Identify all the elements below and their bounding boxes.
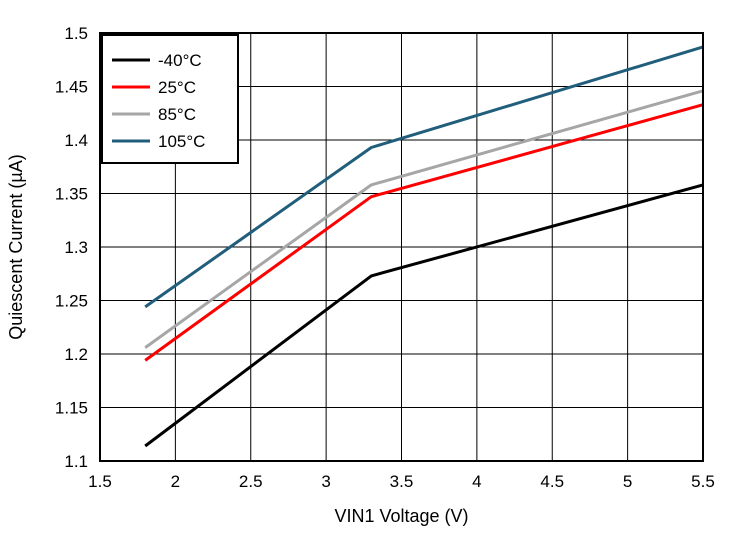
legend: -40°C 25°C 85°C 105°C (101, 34, 239, 164)
y-tick-label: 1.45 (55, 78, 88, 97)
x-tick-label: 2.5 (239, 472, 263, 491)
x-tick-label: 5 (623, 472, 632, 491)
x-tick-label: 4 (472, 472, 481, 491)
series-line-3 (144, 45, 704, 309)
plot-area-frame (99, 32, 704, 462)
x-tick-label: 2 (171, 472, 180, 491)
series-line-0 (144, 183, 704, 448)
y-tick-label: 1.15 (55, 399, 88, 418)
y-axis-title: Quiescent Current (µA) (6, 154, 26, 339)
y-tick-label: 1.35 (55, 185, 88, 204)
legend-label: 105°C (158, 132, 205, 151)
x-axis-title: VIN1 Voltage (V) (334, 506, 468, 526)
y-tick-label: 1.5 (64, 24, 88, 43)
y-tick-label: 1.25 (55, 292, 88, 311)
legend-label: 85°C (158, 105, 196, 124)
series-line-1 (144, 103, 704, 362)
x-tick-label: 3.5 (390, 472, 414, 491)
y-axis-tick-labels: 1.1 1.15 1.2 1.25 1.3 1.35 1.4 1.45 1.5 (55, 24, 88, 471)
x-tick-label: 5.5 (691, 472, 715, 491)
legend-label: -40°C (158, 51, 202, 70)
x-axis-tick-labels: 1.5 2 2.5 3 3.5 4 4.5 5 5.5 (88, 472, 715, 491)
x-tick-label: 1.5 (88, 472, 112, 491)
series-lines (144, 45, 704, 448)
legend-label: 25°C (158, 78, 196, 97)
x-tick-label: 4.5 (540, 472, 564, 491)
y-tick-label: 1.4 (64, 131, 88, 150)
y-tick-label: 1.3 (64, 238, 88, 257)
x-tick-label: 3 (321, 472, 330, 491)
y-tick-label: 1.1 (64, 452, 88, 471)
series-line-2 (144, 89, 704, 349)
y-tick-label: 1.2 (64, 345, 88, 364)
